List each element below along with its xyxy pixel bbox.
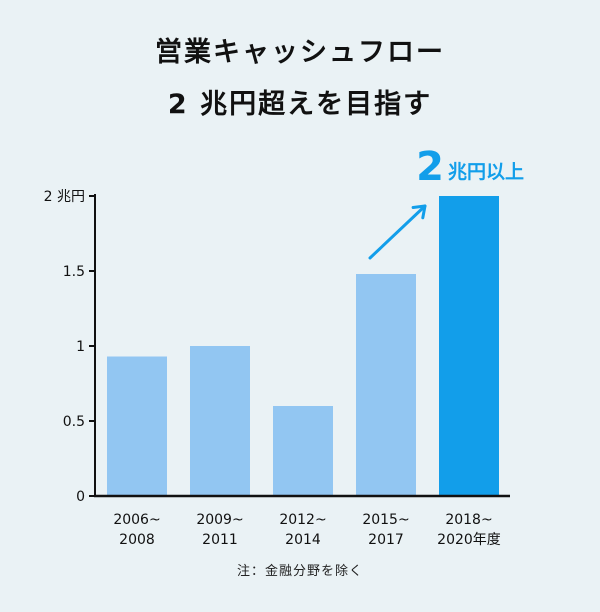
annotation-number: 2 [416, 144, 444, 190]
x-tick-label-2-0: 2012~ [279, 512, 326, 528]
chart-footnote: 注：金融分野を除く [236, 564, 363, 579]
y-tick-label-1: 0.5 [63, 414, 85, 430]
annotation-arrow-head [411, 204, 427, 220]
bar-2 [273, 406, 333, 496]
y-tick-label-4: 2 兆円 [44, 189, 85, 205]
bar-1 [190, 346, 250, 496]
bar-3 [356, 274, 416, 496]
y-tick-label-0: 0 [76, 489, 85, 505]
annotation-arrow-shaft [368, 204, 427, 260]
x-tick-label-3-1: 2017 [368, 532, 404, 548]
bar-4 [439, 196, 499, 496]
x-tick-label-4-1: 2020年度 [437, 532, 501, 548]
x-tick-label-2-1: 2014 [285, 532, 321, 548]
y-tick-label-2: 1 [76, 339, 85, 355]
x-tick-label-0-1: 2008 [119, 532, 155, 548]
x-tick-label-1-1: 2011 [202, 532, 238, 548]
bar-0 [107, 356, 167, 496]
x-tick-label-0-0: 2006~ [113, 512, 160, 528]
x-tick-label-4-0: 2018~ [445, 512, 492, 528]
y-tick-label-3: 1.5 [63, 264, 85, 280]
x-tick-label-3-0: 2015~ [362, 512, 409, 528]
x-tick-label-1-0: 2009~ [196, 512, 243, 528]
chart-title-line-1: 営業キャッシュフロー [155, 37, 445, 68]
chart-title-line-2: 2 兆円超えを目指す [167, 89, 433, 120]
annotation-text: 兆円以上 [448, 161, 524, 183]
